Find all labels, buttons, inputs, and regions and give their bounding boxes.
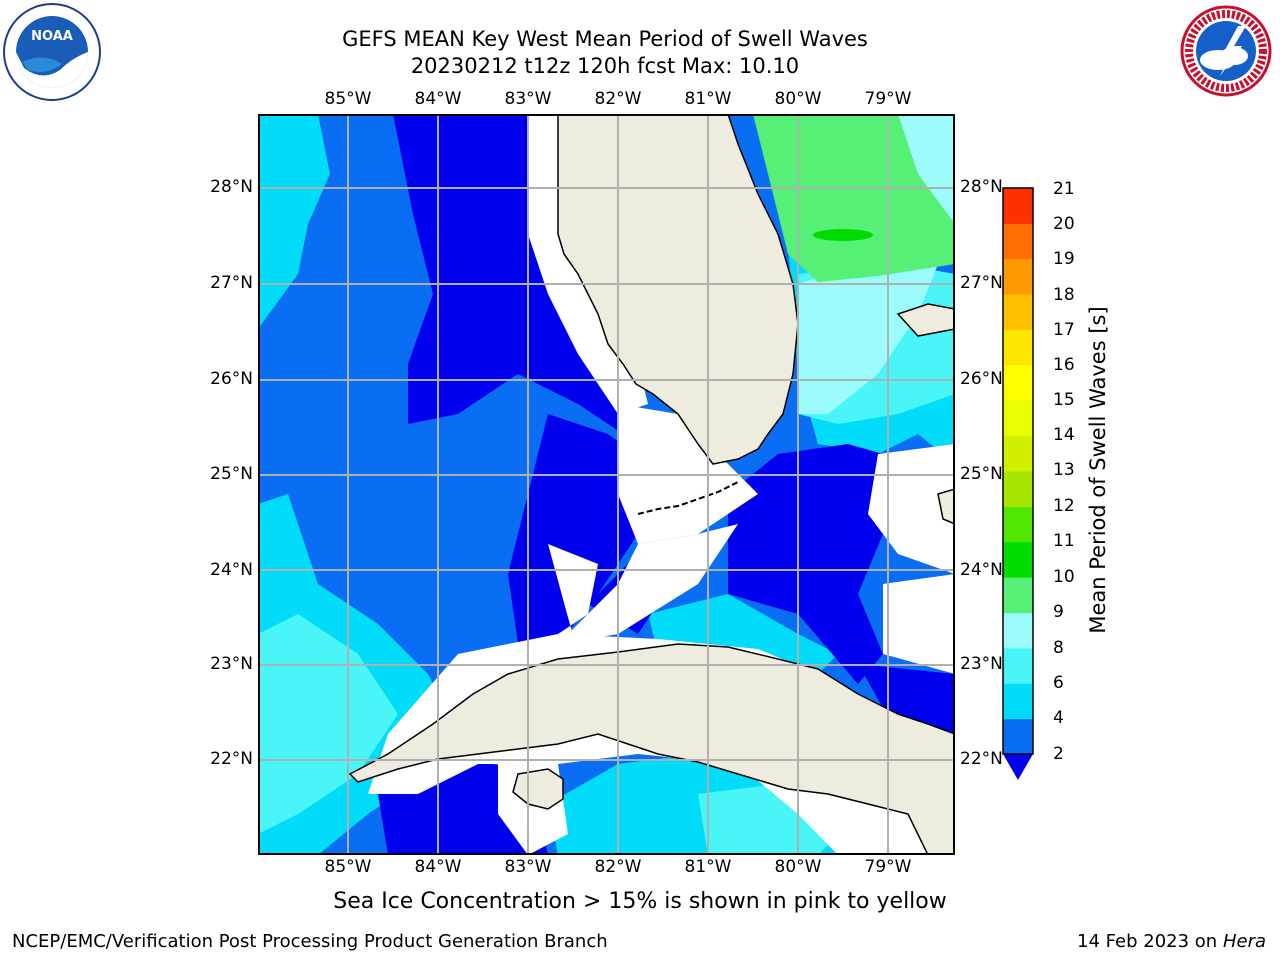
lon-tick-bottom: 84°W: [414, 857, 462, 877]
colorbar-tick: 4: [1053, 708, 1064, 728]
lat-tick-left: 22°N: [210, 749, 253, 769]
map-title: GEFS MEAN Key West Mean Period of Swell …: [342, 27, 868, 51]
nws-logo: [1180, 5, 1272, 97]
colorbar-tick: 19: [1053, 249, 1075, 269]
land-isle-of-youth: [512, 768, 564, 810]
swell-contour-cyan-nw: [258, 114, 330, 329]
map-panel: [258, 114, 955, 855]
lon-tick-bottom: 83°W: [504, 857, 552, 877]
land-andros: [937, 488, 955, 525]
colorbar-swatch: [1003, 683, 1033, 720]
colorbar-tick: 21: [1053, 179, 1075, 199]
mask-bahamas-2: [883, 574, 955, 674]
colorbar-swatch: [1003, 506, 1033, 543]
colorbar-tick: 15: [1053, 390, 1075, 410]
colorbar-swatch: [1003, 329, 1033, 366]
land-grand-bahama: [896, 303, 955, 337]
lon-tick-top: 85°W: [324, 89, 372, 109]
colorbar-swatch: [1003, 400, 1033, 437]
map-grid: [258, 114, 955, 855]
colorbar-frame: [1002, 187, 1034, 755]
lon-tick-bottom: 82°W: [594, 857, 642, 877]
lon-tick-bottom: 81°W: [684, 857, 732, 877]
colorbar-tick: 17: [1053, 320, 1075, 340]
swell-contour-green: [753, 114, 955, 282]
footer-date: 14 Feb 2023 on Hera: [1077, 931, 1266, 952]
colorbar: [1002, 187, 1034, 780]
lon-tick-top: 82°W: [594, 89, 642, 109]
swell-contour-darkblue-west: [508, 414, 648, 674]
colorbar-swatch: [1003, 188, 1033, 224]
noaa-logo: NOAA: [3, 3, 101, 101]
lon-tick-top: 79°W: [864, 89, 912, 109]
lon-tick-bottom: 79°W: [864, 857, 912, 877]
swell-contour-darkblue-bahamas: [858, 664, 955, 744]
swell-contour-lightcyan-sw: [258, 614, 398, 834]
lat-tick-left: 26°N: [210, 369, 253, 389]
colorbar-swatch: [1003, 647, 1033, 684]
map-frame: [258, 114, 955, 855]
lat-tick-left: 25°N: [210, 464, 253, 484]
colorbar-swatch: [1003, 541, 1033, 578]
lat-tick-right: 28°N: [960, 177, 1003, 197]
sea-ice-note: Sea Ice Concentration > 15% is shown in …: [333, 889, 947, 914]
colorbar-tick: 12: [1053, 496, 1075, 516]
lat-tick-left: 23°N: [210, 654, 253, 674]
colorbar-tick: 13: [1053, 460, 1075, 480]
map-subtitle: 20230212 t12z 120h fcst Max: 10.10: [410, 54, 800, 78]
colorbar-tick: 16: [1053, 355, 1075, 375]
footer-date-text: 14 Feb 2023 on: [1077, 931, 1218, 952]
colorbar-tick: 14: [1053, 425, 1075, 445]
colorbar-tick: 20: [1053, 214, 1075, 234]
noaa-logo-text: NOAA: [31, 29, 73, 44]
colorbar-swatch: [1003, 364, 1033, 401]
land-florida-keys: [637, 481, 739, 515]
mask-straits-center: [558, 524, 738, 644]
lat-tick-right: 24°N: [960, 560, 1003, 580]
lat-tick-right: 25°N: [960, 464, 1003, 484]
swell-contour-darkblue-straits: [728, 444, 883, 684]
swell-contour-palecyan-ne: [898, 114, 955, 224]
swell-contour-max: [813, 229, 873, 241]
colorbar-under-triangle: [1003, 754, 1033, 780]
colorbar-tick: 8: [1053, 638, 1064, 658]
colorbar-tick: 2: [1053, 744, 1064, 764]
colorbar-swatch: [1003, 718, 1033, 755]
lat-tick-right: 27°N: [960, 273, 1003, 293]
colorbar-swatch: [1003, 258, 1033, 295]
colorbar-tick: 18: [1053, 285, 1075, 305]
mask-keys-west: [548, 544, 598, 654]
colorbar-swatch: [1003, 471, 1033, 507]
swell-contour-palecyan-east: [798, 264, 938, 414]
colorbar-swatch: [1003, 223, 1033, 260]
lon-tick-bottom: 80°W: [774, 857, 822, 877]
lat-tick-left: 27°N: [210, 273, 253, 293]
lat-tick-right: 22°N: [960, 749, 1003, 769]
colorbar-swatch: [1003, 577, 1033, 613]
lon-tick-top: 80°W: [774, 89, 822, 109]
colorbar-tick: 11: [1053, 531, 1075, 551]
colorbar-swatch: [1003, 294, 1033, 330]
lat-tick-left: 24°N: [210, 560, 253, 580]
lon-tick-top: 83°W: [504, 89, 552, 109]
swell-contour-darkblue-gulf: [393, 114, 638, 444]
footer-host: Hera: [1222, 931, 1266, 952]
lon-tick-bottom: 85°W: [324, 857, 372, 877]
lat-tick-right: 23°N: [960, 654, 1003, 674]
colorbar-tick: 9: [1053, 602, 1064, 622]
footer-credit: NCEP/EMC/Verification Post Processing Pr…: [12, 931, 608, 952]
swell-contour-lightcyan-south: [698, 784, 838, 855]
land-cuba: [348, 643, 955, 855]
lat-tick-right: 26°N: [960, 369, 1003, 389]
lon-tick-top: 84°W: [414, 89, 462, 109]
colorbar-title: Mean Period of Swell Waves [s]: [1086, 306, 1110, 634]
lat-tick-left: 28°N: [210, 177, 253, 197]
colorbar-tick: 6: [1053, 673, 1064, 693]
lon-tick-top: 81°W: [684, 89, 732, 109]
colorbar-swatch: [1003, 612, 1033, 649]
mask-bahamas-1: [868, 444, 955, 574]
colorbar-tick: 10: [1053, 567, 1075, 587]
colorbar-swatch: [1003, 435, 1033, 472]
